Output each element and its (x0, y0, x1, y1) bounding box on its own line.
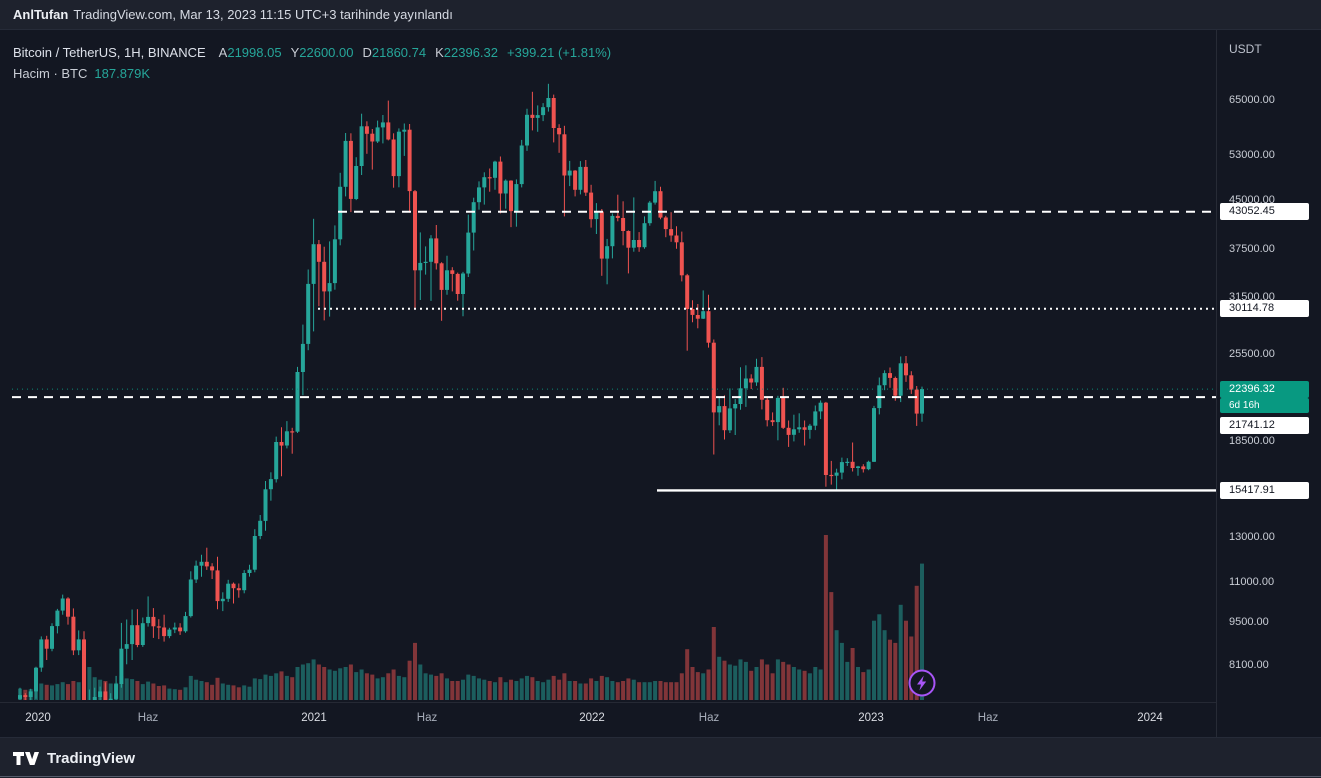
price-tick: 31500.00 (1229, 290, 1275, 303)
footer-bar: TradingView (0, 737, 1321, 778)
brand-name: TradingView (47, 749, 136, 767)
line-price-label: 43052.45 (1220, 203, 1309, 221)
price-tick: 18500.00 (1229, 434, 1275, 447)
bottom-divider (0, 776, 1321, 777)
close-value: 22396.32 (443, 45, 499, 60)
time-axis[interactable]: 2020 Haz 2021 Haz 2022 Haz 2023 Haz 2024 (0, 702, 1216, 737)
line-price-label: 15417.91 (1220, 481, 1309, 499)
price-tick: 8100.00 (1229, 658, 1269, 671)
lightning-badge[interactable] (907, 668, 937, 698)
publish-bar: AnlTufan TradingView.com, Mar 13, 2023 1… (0, 0, 1321, 30)
close-label: K (435, 45, 444, 60)
currency-label: USDT (1229, 42, 1262, 56)
price-tick: 45000.00 (1229, 193, 1275, 206)
high-label: Y (290, 45, 300, 60)
time-tick: Haz (698, 712, 720, 724)
symbol-title[interactable]: Bitcoin / TetherUS, 1H, BINANCE (13, 45, 206, 60)
price-tick: 13000.00 (1229, 530, 1275, 543)
volume-value: 187.879K (94, 66, 151, 81)
low-label: D (362, 45, 372, 60)
volume-label: Hacim · BTC (13, 66, 88, 81)
time-tick: 2023 (858, 712, 884, 724)
time-tick: Haz (416, 712, 438, 724)
time-tick: Haz (977, 712, 999, 724)
line-price-label: 21741.12 (1220, 416, 1309, 434)
author-name: AnlTufan (13, 7, 69, 22)
time-tick: 2022 (579, 712, 605, 724)
open-value: 21998.05 (227, 45, 282, 60)
price-tick: 25500.00 (1229, 347, 1275, 360)
tradingview-mark-icon (13, 752, 39, 765)
low-value: 21860.74 (371, 45, 427, 60)
high-value: 22600.00 (299, 45, 354, 60)
tradingview-logo[interactable]: TradingView (13, 750, 135, 767)
publish-info: TradingView.com, Mar 13, 2023 11:15 UTC+… (73, 7, 453, 22)
price-axis[interactable]: USDT 65000.00 53000.00 45000.00 37500.00 315… (1216, 30, 1321, 737)
price-tick: 65000.00 (1229, 94, 1275, 106)
line-price-label: 30114.78 (1220, 300, 1309, 318)
bar-countdown: 6d 16h (1220, 397, 1309, 413)
price-tick: 9500.00 (1229, 615, 1269, 628)
ohlc-high: Y22600.00 (291, 45, 354, 60)
open-label: A (218, 45, 228, 60)
chart-area[interactable]: Bitcoin / TetherUS, 1H, BINANCE A21998.0… (0, 30, 1321, 737)
time-tick: 2021 (301, 712, 327, 724)
lightning-icon (908, 669, 936, 697)
ohlc-close: K22396.32 (435, 45, 498, 60)
ohlc-open: A21998.05 (219, 45, 282, 60)
price-tick: 53000.00 (1229, 149, 1275, 162)
last-price-label: 22396.32 (1220, 380, 1309, 398)
price-tick: 37500.00 (1229, 243, 1275, 256)
time-tick: Haz (137, 712, 159, 724)
chart-canvas[interactable] (0, 30, 1321, 737)
price-tick: 11000.00 (1229, 575, 1275, 588)
change-value: +399.21 (+1.81%) (507, 45, 612, 60)
time-tick: 2020 (25, 712, 51, 724)
time-tick: 2024 (1137, 712, 1163, 724)
ohlc-low: D21860.74 (362, 45, 426, 60)
symbol-legend: Bitcoin / TetherUS, 1H, BINANCE A21998.0… (13, 45, 611, 81)
